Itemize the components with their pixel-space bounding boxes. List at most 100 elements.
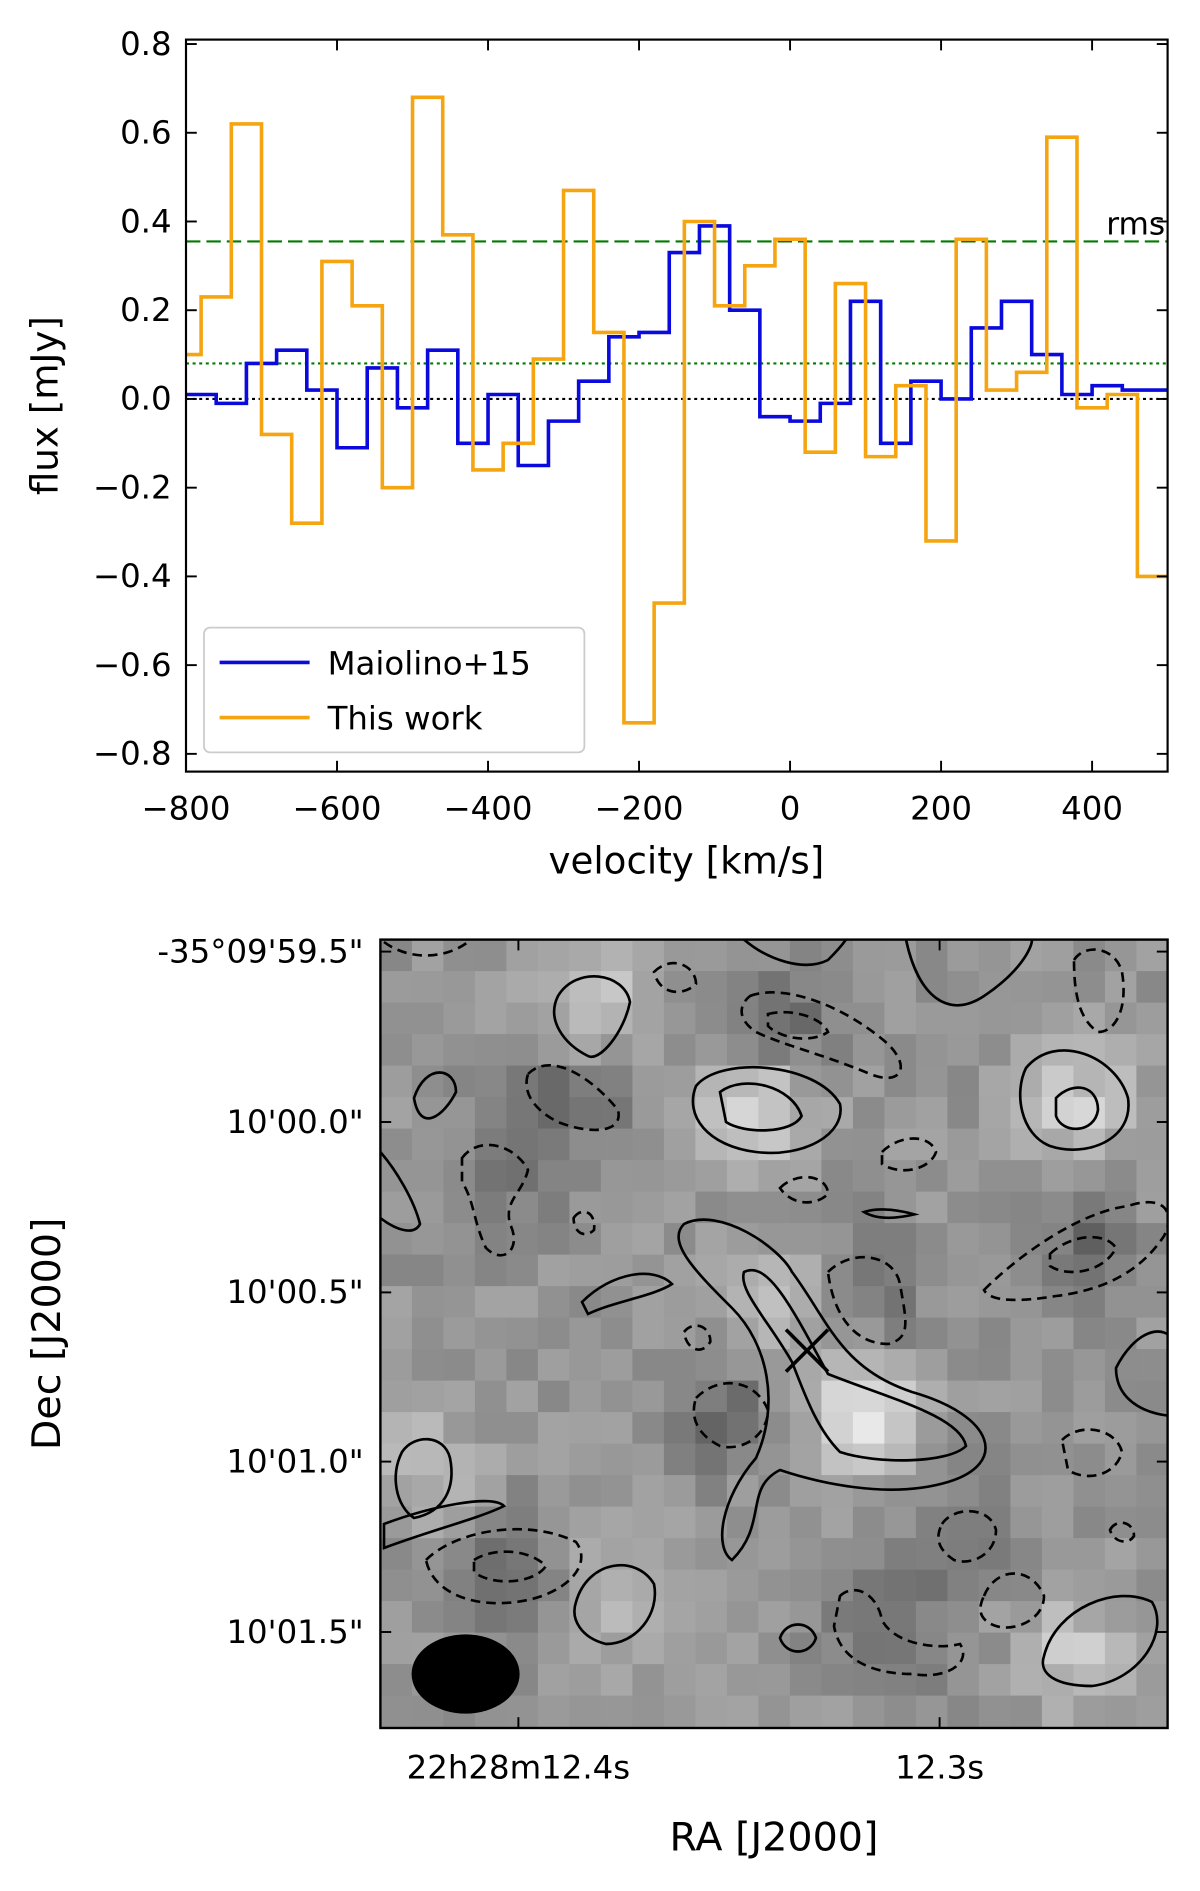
map-pixel: [758, 1664, 791, 1697]
map-pixel: [852, 1412, 886, 1445]
x-tick-label: 12.3s: [895, 1748, 984, 1786]
map-pixel: [1136, 1664, 1168, 1697]
map-pixel: [915, 1317, 949, 1350]
map-pixel: [852, 1538, 886, 1571]
map-pixel: [1104, 971, 1138, 1004]
map-pixel: [1104, 939, 1138, 972]
map-pixel: [506, 1695, 539, 1728]
contour: [778, 1623, 818, 1653]
map-pixel: [695, 1443, 728, 1476]
map-pixel: [978, 1002, 1012, 1035]
map-pixel: [821, 1065, 854, 1098]
map-pixel: [632, 1097, 665, 1130]
map-pixel: [537, 1191, 571, 1224]
map-pixel: [884, 1506, 917, 1539]
map-pixel: [600, 1443, 634, 1476]
map-pixel: [600, 1034, 634, 1067]
y-tick-label: 0.8: [120, 25, 172, 63]
contour: [383, 940, 469, 957]
map-pixel: [821, 1380, 854, 1413]
map-pixel: [1010, 1475, 1043, 1508]
map-pixel: [758, 939, 791, 972]
map-pixel: [695, 1380, 728, 1413]
map-pixel: [380, 1160, 413, 1193]
contour: [1041, 1594, 1159, 1688]
map-pixel: [1136, 1286, 1168, 1319]
map-pixel: [474, 1191, 508, 1224]
y-tick-label: 0.2: [120, 291, 172, 329]
map-pixel: [569, 1695, 602, 1728]
map-pixel: [947, 1601, 980, 1634]
map-pixel: [726, 1412, 760, 1445]
map-pixel: [569, 1632, 602, 1665]
map-pixel: [600, 1664, 634, 1697]
map-pixel: [411, 1569, 445, 1602]
contour: [682, 1324, 712, 1351]
map-pixel: [789, 1002, 823, 1035]
map-pixel: [1104, 1601, 1138, 1634]
map-pixel: [537, 1538, 571, 1571]
map-pixel: [758, 1538, 791, 1571]
map-pixel: [443, 1191, 476, 1224]
map-pixel: [1136, 1601, 1168, 1634]
map-pixel: [1136, 971, 1168, 1004]
map-pixel: [506, 1412, 539, 1445]
map-pixel: [443, 1065, 476, 1098]
contour: [652, 961, 698, 994]
map-pixel: [663, 1349, 697, 1382]
map-pixel: [852, 1286, 886, 1319]
x-tick-label: −200: [595, 790, 684, 828]
map-pixel: [506, 1097, 539, 1130]
map-pixel: [821, 1538, 854, 1571]
map-pixel: [600, 1349, 634, 1382]
map-pixel: [978, 1317, 1012, 1350]
map-pixel: [1136, 1254, 1168, 1287]
map-pixel: [915, 1002, 949, 1035]
map-pixel: [758, 1475, 791, 1508]
map-pixel: [1104, 1380, 1138, 1413]
map-pixel: [411, 1254, 445, 1287]
map-pixel: [1104, 1097, 1138, 1130]
contour: [472, 1550, 548, 1583]
map-pixel: [1010, 1034, 1043, 1067]
map-pixel: [1010, 1443, 1043, 1476]
map-pixel: [978, 1695, 1012, 1728]
map-pixel: [789, 1191, 823, 1224]
map-pixel: [632, 1664, 665, 1697]
map-pixel: [695, 1160, 728, 1193]
map-pixel: [380, 1632, 413, 1665]
map-pixel: [821, 1569, 854, 1602]
map-pixel: [537, 1128, 571, 1161]
map-pixel: [947, 1191, 980, 1224]
x-tick-label: −800: [142, 790, 231, 828]
map-pixel: [978, 1475, 1012, 1508]
x-tick-label: 22h28m12.4s: [407, 1748, 631, 1786]
map-pixel: [380, 1128, 413, 1161]
map-pixel: [1104, 1475, 1138, 1508]
map-pixel: [600, 1223, 634, 1256]
map-pixel: [1104, 1160, 1138, 1193]
map-pixel: [978, 1128, 1012, 1161]
map-pixel: [411, 1191, 445, 1224]
map-pixel: [1041, 1002, 1075, 1035]
map-pixel: [663, 1664, 697, 1697]
map-pixel: [474, 1254, 508, 1287]
map-pixel: [726, 1601, 760, 1634]
map-pixel: [506, 1286, 539, 1319]
contour: [982, 1200, 1168, 1302]
map-pixel: [852, 1349, 886, 1382]
contour: [552, 974, 632, 1059]
map-pixel: [947, 1695, 980, 1728]
map-pixel: [380, 1664, 413, 1697]
map-pixel: [978, 939, 1012, 972]
map-pixel: [852, 1695, 886, 1728]
contour: [691, 1065, 842, 1155]
map-pixel: [789, 971, 823, 1004]
y-tick-label: 0.4: [120, 202, 172, 240]
map-pixel: [915, 971, 949, 1004]
map-pixel: [474, 1317, 508, 1350]
map-pixel: [758, 1002, 791, 1035]
map-pixel: [380, 1191, 413, 1224]
map-pixel: [884, 1695, 917, 1728]
map-pixel: [1010, 1349, 1043, 1382]
